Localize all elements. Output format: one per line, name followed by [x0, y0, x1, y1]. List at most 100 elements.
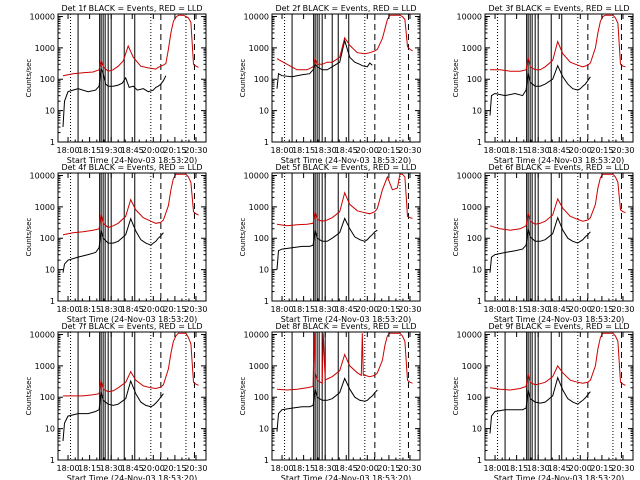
plot-frame — [271, 172, 421, 302]
chart-panel-8: Det 8f BLACK = Events, RED = LLD 1 10 100 10… — [239, 322, 421, 480]
x-tick-label: 18:30 — [100, 464, 123, 473]
chart-panel-6: Det 6f BLACK = Events, RED = LLD 1 10 100 10… — [452, 163, 634, 324]
x-tick-label: 20:00 — [356, 305, 379, 314]
x-tick-label: 18:30 — [100, 305, 123, 314]
series-group — [489, 332, 626, 434]
y-tick-label: 1000 — [35, 362, 55, 371]
x-tick-label: 20:30 — [184, 464, 207, 473]
x-tick-label: 20:00 — [142, 464, 165, 473]
series-line-lld — [63, 332, 199, 397]
marker-lines — [497, 173, 622, 301]
y-tick-label: 1 — [264, 456, 269, 465]
series-line-events — [276, 377, 378, 432]
x-tick-label: 20:15 — [163, 146, 186, 155]
x-tick-label: 20:15 — [590, 464, 613, 473]
x-tick-label: 18:15 — [78, 464, 101, 473]
marker-lines — [497, 14, 622, 142]
x-tick-label: 20:30 — [611, 464, 634, 473]
y-tick-label: 1 — [477, 297, 482, 306]
x-axis-label: Start Time (24-Nov-03 18:53:20) — [281, 315, 411, 324]
x-tick-label: 18:45 — [548, 146, 571, 155]
y-tick-label: 1000 — [462, 362, 482, 371]
y-tick-label: 100 — [467, 75, 482, 84]
chart-panel-4: Det 4f BLACK = Events, RED = LLD 1 10 100 10… — [25, 163, 207, 324]
y-tick-label: 10 — [259, 425, 269, 434]
series-group — [489, 14, 626, 116]
y-tick-label: 100 — [467, 234, 482, 243]
x-tick-label: 20:30 — [398, 464, 421, 473]
y-tick-label: 1000 — [35, 203, 55, 212]
series-line-lld — [62, 14, 199, 77]
y-tick-label: 1 — [264, 138, 269, 147]
series-line-lld — [489, 173, 626, 231]
chart-title: Det 2f BLACK = Events, RED = LLD — [275, 4, 416, 13]
y-axis-label: Counts/sec — [452, 377, 460, 416]
x-tick-label: 18:15 — [78, 146, 101, 155]
chart-panel-1: Det 1f BLACK = Events, RED = LLD 1 10 100 10… — [25, 4, 207, 165]
chart-panel-2: Det 2f BLACK = Events, RED = LLD 1 10 100 10… — [239, 4, 421, 165]
x-axis-label: Start Time (24-Nov-03 18:53:20) — [494, 474, 624, 480]
x-tick-label: 18:00 — [271, 305, 294, 314]
x-tick-label: 20:15 — [590, 305, 613, 314]
x-tick-label: 18:15 — [292, 464, 315, 473]
series-group — [276, 173, 413, 270]
x-tick-label: 20:15 — [163, 464, 186, 473]
x-tick-label: 18:30 — [527, 146, 550, 155]
y-tick-label: 1000 — [249, 203, 269, 212]
y-tick-label: 1 — [50, 297, 55, 306]
plot-frame — [271, 13, 421, 143]
y-tick-label: 1 — [477, 138, 482, 147]
marker-lines — [284, 332, 409, 460]
y-tick-label: 100 — [40, 75, 55, 84]
series-line-events — [489, 376, 591, 434]
marker-lines — [70, 14, 195, 142]
x-axis-label: Start Time (24-Nov-03 18:53:20) — [281, 156, 411, 165]
series-group — [62, 173, 199, 273]
series-line-events — [62, 68, 167, 128]
chart-title: Det 5f BLACK = Events, RED = LLD — [275, 163, 416, 172]
x-tick-label: 20:30 — [398, 305, 421, 314]
series-line-events — [62, 379, 164, 442]
x-tick-label: 18:45 — [335, 146, 358, 155]
x-tick-label: 20:15 — [377, 464, 400, 473]
y-tick-label: 100 — [254, 393, 269, 402]
y-axis-label: Counts/sec — [239, 218, 247, 257]
chart-title: Det 8f BLACK = Events, RED = LLD — [275, 322, 416, 331]
x-axis-label: Start Time (24-Nov-03 18:53:20) — [281, 474, 411, 480]
y-tick-label: 10000 — [244, 171, 269, 180]
x-tick-label: 18:00 — [484, 146, 507, 155]
y-tick-label: 10 — [472, 266, 482, 275]
x-tick-label: 18:15 — [505, 464, 528, 473]
x-tick-label: 18:45 — [548, 305, 571, 314]
series-group — [489, 173, 626, 273]
y-tick-label: 10000 — [30, 171, 55, 180]
y-tick-label: 1000 — [249, 44, 269, 53]
series-line-events — [276, 38, 373, 89]
series-group — [62, 332, 199, 442]
series-line-events — [489, 216, 591, 273]
y-tick-label: 1 — [477, 456, 482, 465]
y-tick-label: 1 — [50, 138, 55, 147]
plot-frame — [484, 331, 634, 461]
y-tick-label: 10000 — [457, 12, 482, 21]
x-axis-label: Start Time (24-Nov-03 18:53:20) — [494, 315, 624, 324]
chart-panel-9: Det 9f BLACK = Events, RED = LLD 1 10 100 10… — [452, 322, 634, 480]
chart-title: Det 9f BLACK = Events, RED = LLD — [488, 322, 629, 331]
plot-frame — [57, 172, 207, 302]
marker-lines — [284, 14, 409, 142]
series-line-lld — [490, 14, 626, 72]
y-axis-label: Counts/sec — [25, 59, 33, 98]
x-tick-label: 18:00 — [271, 464, 294, 473]
y-tick-label: 10 — [259, 266, 269, 275]
y-tick-label: 10000 — [30, 12, 55, 21]
series-line-lld — [276, 14, 413, 71]
x-tick-label: 18:30 — [527, 464, 550, 473]
chart-title: Det 7f BLACK = Events, RED = LLD — [61, 322, 202, 331]
x-tick-label: 18:30 — [314, 464, 337, 473]
x-tick-label: 18:15 — [292, 146, 315, 155]
series-line-lld — [276, 173, 413, 227]
y-tick-label: 100 — [40, 234, 55, 243]
x-tick-label: 20:30 — [184, 146, 207, 155]
y-tick-label: 10000 — [457, 171, 482, 180]
y-tick-label: 10000 — [457, 330, 482, 339]
